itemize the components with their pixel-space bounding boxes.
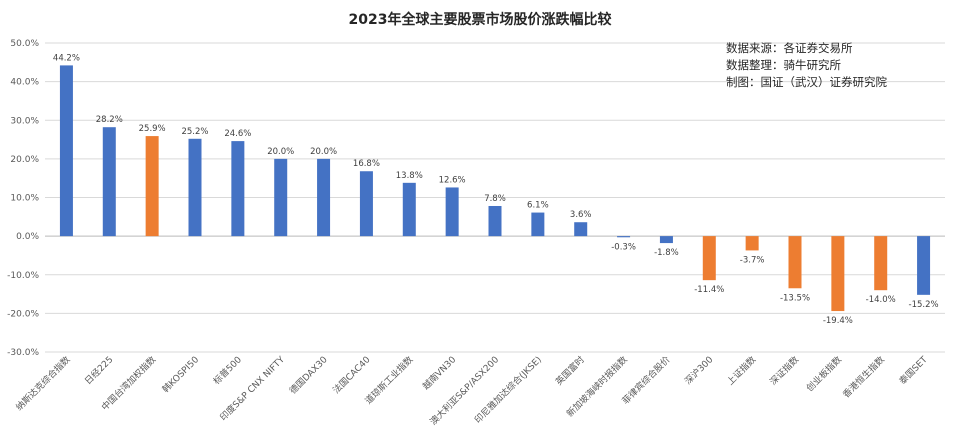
x-tick-label: 印尼雅加达综合(JKSE) [472, 354, 544, 426]
x-tick-label: 韩KOSPI50 [160, 353, 202, 395]
x-tick-label: 深证指数 [767, 354, 801, 388]
data-label: 6.1% [527, 201, 549, 211]
bar [788, 236, 802, 289]
bar [274, 158, 288, 237]
bar [317, 158, 331, 237]
data-label: -0.3% [611, 242, 636, 252]
bar [659, 236, 673, 244]
y-tick-label: 50.0% [10, 39, 39, 49]
data-label: -14.0% [866, 295, 896, 305]
bar [702, 236, 716, 281]
bar [59, 65, 73, 237]
x-tick-label: 深沪300 [682, 353, 716, 387]
bar [831, 236, 845, 312]
x-tick-label: 创业板指数 [804, 354, 844, 394]
data-label: 12.6% [439, 175, 466, 185]
x-tick-label: 英国富时 [553, 354, 587, 388]
y-tick-label: 20.0% [10, 155, 39, 165]
y-tick-label: 10.0% [10, 194, 39, 204]
bar [617, 236, 631, 238]
data-label: -15.2% [909, 300, 939, 310]
source-line: 数据来源：各证券交易所 [726, 41, 853, 55]
data-label: 28.2% [96, 115, 123, 125]
bar [145, 136, 159, 237]
y-tick-label: 40.0% [10, 78, 39, 88]
x-tick-label: 上证指数 [724, 354, 758, 388]
bar [874, 236, 888, 291]
x-tick-label: 香港恒生指数 [840, 354, 887, 401]
bar [402, 182, 416, 237]
x-tick-label: 越南VN30 [420, 353, 459, 392]
data-labels: 44.2% 28.2% 25.9% 25.2% 24.6% 20.0% 20.0% 16.8%… [53, 53, 939, 326]
source-line: 数据整理：骑牛研究所 [726, 58, 841, 72]
bar [745, 236, 759, 251]
x-tick-label: 日经225 [82, 354, 115, 387]
y-tick-label: -20.0% [7, 309, 39, 319]
x-tick-label: 澳大利亚S&P/ASX200 [427, 353, 501, 427]
data-label: 20.0% [267, 147, 294, 157]
bar [917, 236, 931, 295]
x-tick-label: 标普500 [211, 353, 245, 387]
x-tick-label: 法国CAC40 [330, 353, 373, 396]
bar [574, 222, 588, 237]
data-label: 3.6% [570, 210, 592, 220]
y-axis: 50.0% 40.0% 30.0% 20.0% 10.0% 0.0% -10.0% -20.0… [7, 39, 39, 358]
bar [531, 212, 545, 237]
x-tick-label: 德国DAX30 [287, 353, 330, 396]
x-tick-label: 纳斯达克综合指数 [13, 354, 72, 413]
y-tick-label: -30.0% [7, 348, 39, 358]
data-label: 16.8% [353, 159, 380, 169]
data-label: -19.4% [823, 316, 853, 326]
bar [231, 141, 245, 237]
bar [188, 138, 202, 237]
source-line: 制图：国证（武汉）证券研究院 [726, 75, 887, 89]
bar [359, 171, 373, 237]
bar [102, 127, 116, 237]
data-label: -3.7% [740, 255, 765, 265]
bar [445, 187, 459, 237]
y-tick-label: -10.0% [7, 271, 39, 281]
data-label: -1.8% [654, 248, 679, 258]
y-tick-label: 30.0% [10, 116, 39, 126]
data-label: 25.2% [181, 127, 208, 137]
bars [59, 65, 931, 312]
bar [488, 205, 502, 237]
data-label: 24.6% [224, 129, 251, 139]
x-tick-label: 泰国SET [897, 353, 931, 387]
data-label: 13.8% [396, 171, 423, 181]
data-label: -13.5% [780, 293, 810, 303]
data-label: -11.4% [694, 285, 724, 295]
data-label: 20.0% [310, 147, 337, 157]
y-tick-label: 0.0% [16, 232, 39, 242]
data-label: 25.9% [139, 124, 166, 134]
chart-title: 2023年全球主要股票市场股价涨跌幅比较 [349, 11, 612, 28]
data-label: 44.2% [53, 53, 80, 63]
data-label: 7.8% [484, 194, 506, 204]
